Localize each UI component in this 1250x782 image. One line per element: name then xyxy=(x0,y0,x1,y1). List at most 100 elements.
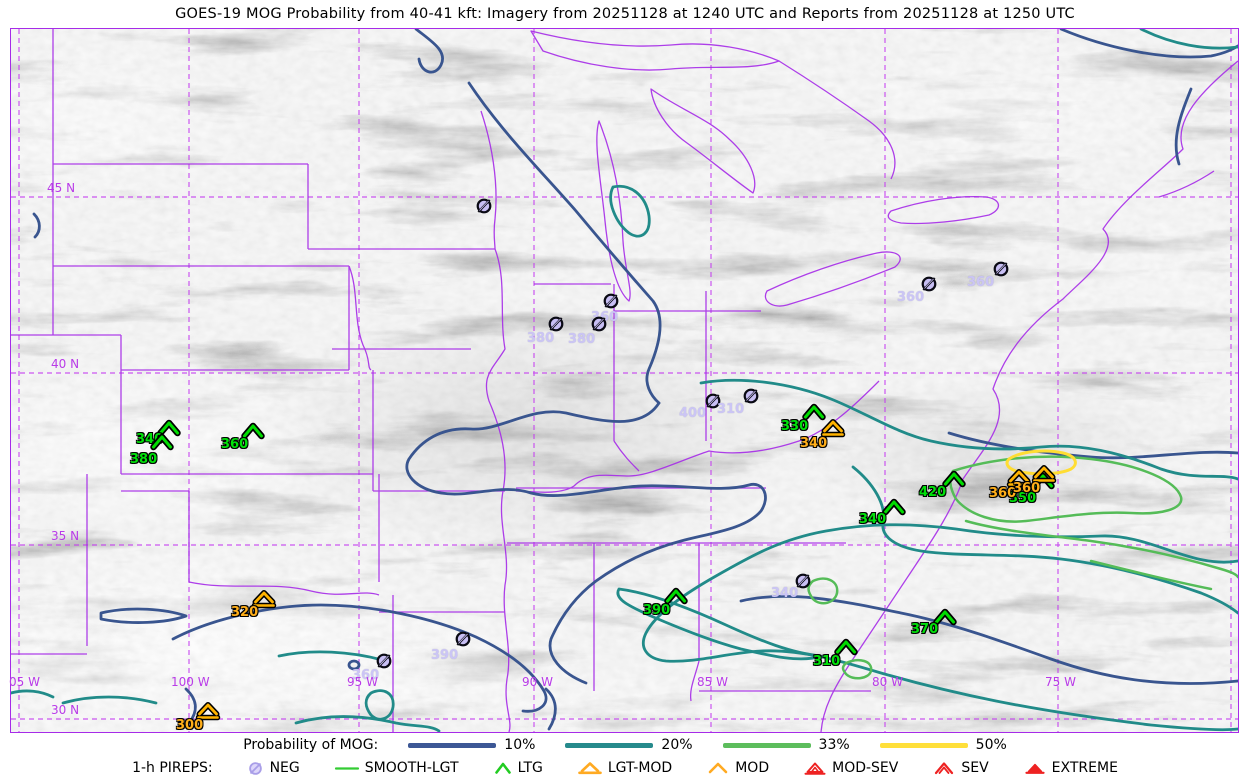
pirep-marker-neg xyxy=(703,391,724,412)
pirep-flight-level-label: 340 xyxy=(771,586,799,601)
pirep-category-label: SEV xyxy=(961,760,989,776)
pirep-marker-ltg xyxy=(241,422,266,440)
lgt-mod-pirep-icon xyxy=(195,702,221,721)
ltg-pirep-icon xyxy=(834,638,858,656)
graticule-lat-label: 30 N xyxy=(51,703,80,717)
pirep-flight-level-label: 380 xyxy=(527,331,555,346)
satellite-map-canvas xyxy=(11,29,1238,732)
pirep-marker-neg xyxy=(741,386,762,407)
ltg-legend-icon xyxy=(494,762,511,774)
probability-line-swatch xyxy=(879,742,968,748)
neg-pirep-icon xyxy=(455,631,471,647)
mod-legend-icon xyxy=(708,762,728,774)
graticule-lon-label: 95 W xyxy=(347,675,378,689)
pirep-marker-lgtmod xyxy=(820,418,846,438)
page-title: GOES-19 MOG Probability from 40-41 kft: … xyxy=(175,5,1075,22)
pirep-marker-neg xyxy=(374,651,395,672)
smooth-lgt-legend-icon xyxy=(334,767,359,770)
pirep-marker-lgtmod xyxy=(1031,464,1057,484)
ltg-pirep-icon xyxy=(241,422,265,440)
pirep-flight-level-label: 340 xyxy=(859,512,887,527)
legend-pirep-item: MOD-SEV xyxy=(803,760,898,777)
legend-pirep-item: NEG xyxy=(247,760,300,777)
legend-prob-item: 20% xyxy=(565,737,693,753)
legend-probability-items: 10% 20% 33% 50% xyxy=(408,737,1007,753)
satellite-texture-grain xyxy=(11,29,1238,732)
neg-pirep-icon xyxy=(993,261,1009,277)
legend-pirep-item: SMOOTH-LGT xyxy=(334,760,459,776)
mod-sev-legend-icon xyxy=(804,762,826,775)
pirep-marker-ltg xyxy=(150,433,175,451)
graticule-lon-label: 75 W xyxy=(1045,675,1076,689)
lgt-mod-legend-icon xyxy=(578,762,602,775)
legend-prob-item: 50% xyxy=(879,737,1007,753)
legend-pirep-item: LTG xyxy=(493,760,543,776)
pirep-flight-level-label: 400 xyxy=(679,406,707,421)
neg-pirep-icon xyxy=(591,316,607,332)
pirep-flight-level-label: 310 xyxy=(813,654,841,669)
contour-group-50pct xyxy=(1005,449,1077,476)
legend-prob-item: 33% xyxy=(722,737,850,753)
contour-group-20pct xyxy=(11,29,1238,732)
probability-value-label: 33% xyxy=(818,737,850,753)
ltg-pirep-icon xyxy=(150,433,174,451)
probability-line-swatch xyxy=(722,742,811,748)
pirep-flight-level-label: 360 xyxy=(989,486,1017,501)
ltg-pirep-icon xyxy=(933,608,957,626)
pirep-marker-ltg xyxy=(802,403,827,421)
graticule-lon-label: 05 W xyxy=(9,675,40,689)
pirep-marker-ltg xyxy=(933,608,958,626)
legend-pirep-item: SEV xyxy=(932,760,989,776)
pirep-flight-level-label: 360 xyxy=(897,290,925,305)
pirep-flight-level-label: 340 xyxy=(800,436,828,451)
pirep-flight-level-label: 370 xyxy=(911,622,939,637)
neg-pirep-icon xyxy=(376,653,392,669)
pirep-category-label: SMOOTH-LGT xyxy=(364,760,459,776)
pirep-marker-neg xyxy=(589,314,610,335)
pirep-category-label: LTG xyxy=(517,760,543,776)
pirep-marker-lgtmod xyxy=(251,589,277,609)
sev-legend-icon xyxy=(935,762,954,775)
pirep-category-label: EXTREME xyxy=(1051,760,1118,776)
pirep-flight-level-label: 390 xyxy=(643,603,671,618)
pirep-flight-level-label: 390 xyxy=(431,648,459,663)
pirep-flight-level-label: 330 xyxy=(781,419,809,434)
ltg-pirep-icon xyxy=(942,470,966,488)
ltg-pirep-icon xyxy=(802,403,826,421)
pirep-category-label: MOD xyxy=(735,760,770,776)
ltg-pirep-icon xyxy=(664,587,688,605)
legend-pirep-item: MOD xyxy=(706,760,769,776)
pirep-category-label: LGT-MOD xyxy=(607,760,673,776)
probability-value-label: 50% xyxy=(975,737,1007,753)
pirep-marker-ltg xyxy=(157,419,182,437)
pirep-marker-ltg xyxy=(882,498,907,516)
pirep-flight-level-label: 380 xyxy=(568,332,596,347)
lgt-mod-pirep-icon xyxy=(1031,465,1057,484)
graticule-lat-label: 35 N xyxy=(51,529,80,543)
probability-line-swatch xyxy=(408,742,497,748)
map-area: 360 380 380 400 310 360 360 xyxy=(9,28,1239,733)
graticule-lon-label: 100 W xyxy=(171,675,210,689)
probability-value-label: 10% xyxy=(504,737,536,753)
ltg-pirep-icon xyxy=(882,498,906,516)
pirep-marker-neg xyxy=(919,274,940,295)
neg-pirep-icon xyxy=(548,316,564,332)
pirep-marker-neg xyxy=(546,314,567,335)
pirep-marker-lgtmod xyxy=(1006,468,1032,488)
pirep-marker-ltg xyxy=(834,638,859,656)
pirep-marker-ltg xyxy=(664,587,689,605)
graticule-lat-label: 45 N xyxy=(47,181,76,195)
lgt-mod-pirep-icon xyxy=(251,590,277,609)
pirep-flight-level-label: 380 xyxy=(130,452,158,467)
pirep-flight-level-label: 300 xyxy=(176,718,204,733)
legend-pireps-row: 1-h PIREPS: NEG SMOOTH-LGT LTG LGT-MOD M… xyxy=(0,757,1250,779)
neg-pirep-icon xyxy=(705,393,721,409)
ltg-pirep-icon xyxy=(157,419,181,437)
legend-prob-item: 10% xyxy=(408,737,535,753)
neg-pirep-icon xyxy=(743,388,759,404)
legend-pirep-item: EXTREME xyxy=(1023,760,1118,776)
pirep-flight-level-label: 320 xyxy=(231,605,259,620)
extreme-legend-icon xyxy=(1025,763,1045,774)
pirep-flight-level-label: 360 xyxy=(967,275,995,290)
